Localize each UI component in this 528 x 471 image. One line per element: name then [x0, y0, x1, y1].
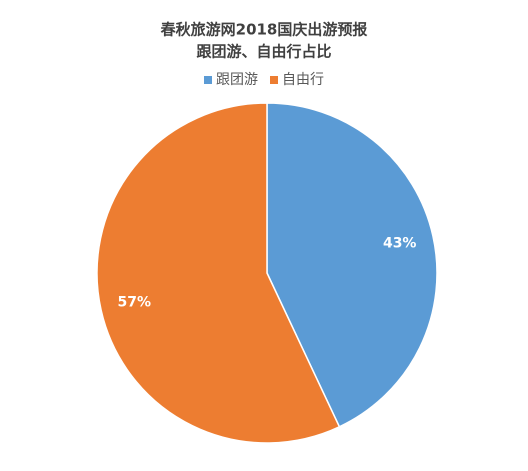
value-label: 57%	[118, 295, 152, 311]
legend-swatch	[204, 76, 212, 84]
legend-swatch	[270, 76, 278, 84]
legend-label: 自由行	[282, 72, 324, 88]
pie-slice	[266, 102, 438, 428]
legend-label: 跟团游	[216, 72, 258, 88]
chart-title: 跟团游、自由行占比	[196, 43, 331, 61]
pie-slice	[96, 102, 341, 444]
value-label: 43%	[383, 235, 417, 251]
chart-title: 春秋旅游网2018国庆出游预报	[161, 21, 368, 39]
